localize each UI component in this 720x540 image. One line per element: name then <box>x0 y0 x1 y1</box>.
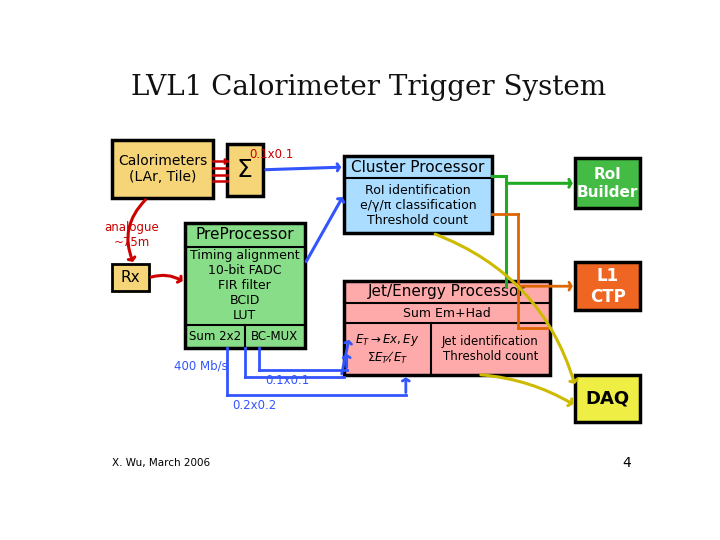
Text: Jet identification
Threshold count: Jet identification Threshold count <box>442 335 539 363</box>
FancyBboxPatch shape <box>112 140 213 198</box>
FancyBboxPatch shape <box>575 375 639 422</box>
Text: RoI identification
e/γ/π classification
Threshold count: RoI identification e/γ/π classification … <box>359 184 476 227</box>
Text: PreProcessor: PreProcessor <box>196 227 294 242</box>
Text: Cluster Processor: Cluster Processor <box>351 160 485 174</box>
FancyBboxPatch shape <box>112 265 148 292</box>
FancyBboxPatch shape <box>344 281 550 375</box>
Text: Calorimeters
(LAr, Tile): Calorimeters (LAr, Tile) <box>118 154 207 184</box>
Text: 0.2x0.2: 0.2x0.2 <box>233 399 276 412</box>
FancyBboxPatch shape <box>575 262 639 310</box>
Text: LVL1 Calorimeter Trigger System: LVL1 Calorimeter Trigger System <box>132 74 606 101</box>
FancyBboxPatch shape <box>227 144 263 196</box>
Text: Timing alignment
10-bit FADC
FIR filter
BCID
LUT: Timing alignment 10-bit FADC FIR filter … <box>190 249 300 322</box>
FancyBboxPatch shape <box>344 156 492 233</box>
FancyBboxPatch shape <box>185 223 305 348</box>
Text: Rx: Rx <box>121 271 140 286</box>
Text: 400 Mb/s: 400 Mb/s <box>174 360 228 373</box>
Text: Jet/Energy Processor: Jet/Energy Processor <box>368 285 526 299</box>
Text: 0.1x0.1: 0.1x0.1 <box>265 374 309 387</box>
Text: Sum Em+Had: Sum Em+Had <box>403 307 491 320</box>
Text: 4: 4 <box>623 456 631 470</box>
Text: Σ: Σ <box>237 158 253 182</box>
Text: $E_T \rightarrow Ex, Ey$
$\Sigma E_T, \not{E}_T$: $E_T \rightarrow Ex, Ey$ $\Sigma E_T, \n… <box>355 332 419 366</box>
Text: X. Wu, March 2006: X. Wu, March 2006 <box>112 458 210 468</box>
Text: RoI
Builder: RoI Builder <box>577 167 638 199</box>
Text: analogue
~75m: analogue ~75m <box>104 221 159 249</box>
FancyBboxPatch shape <box>575 158 639 208</box>
Text: L1
CTP: L1 CTP <box>590 267 626 306</box>
Text: 0.1x0.1: 0.1x0.1 <box>249 148 294 161</box>
Text: Sum 2x2: Sum 2x2 <box>189 329 241 342</box>
Text: BC-MUX: BC-MUX <box>251 329 298 342</box>
Text: DAQ: DAQ <box>585 389 629 408</box>
